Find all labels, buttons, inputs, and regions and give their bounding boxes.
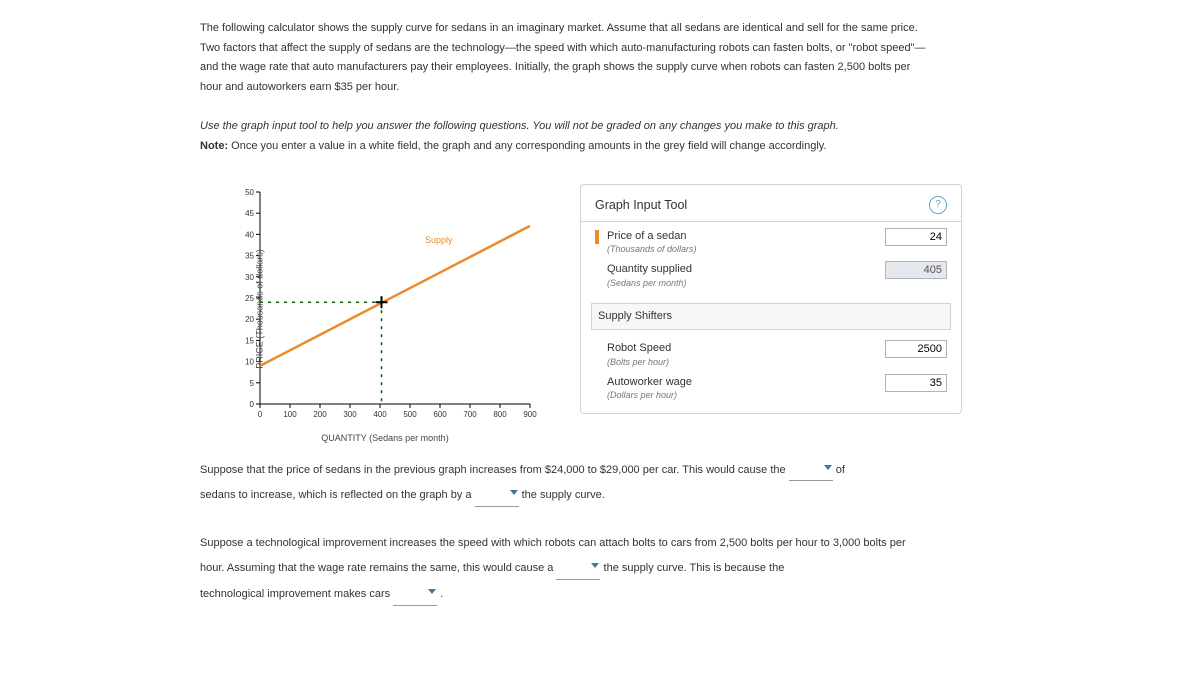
intro-line: Two factors that affect the supply of se… <box>200 40 1200 58</box>
q2-text: technological improvement makes cars <box>200 588 393 600</box>
robot-row: Robot Speed (Bolts per hour) <box>581 334 961 367</box>
q2-text: . <box>440 588 443 600</box>
graph-input-tool: Graph Input Tool ? Price of a sedan (Tho… <box>580 184 962 415</box>
quantity-sublabel: (Sedans per month) <box>607 279 877 289</box>
q1-text: of <box>836 464 845 476</box>
graph-panel: PRICE (Thousands of dollars) QUANTITY (S… <box>200 184 1200 434</box>
quantity-label: Quantity supplied <box>607 261 877 279</box>
svg-text:200: 200 <box>313 410 327 419</box>
instruct-line: Use the graph input tool to help you ans… <box>200 118 1200 136</box>
q2-text: the supply curve. This is because the <box>604 562 785 574</box>
supply-chart[interactable]: PRICE (Thousands of dollars) QUANTITY (S… <box>230 184 540 434</box>
robot-label: Robot Speed <box>607 340 877 358</box>
q1-text: sedans to increase, which is reflected o… <box>200 489 475 501</box>
svg-text:600: 600 <box>433 410 447 419</box>
wage-label: Autoworker wage <box>607 374 877 392</box>
note-label: Note: <box>200 140 228 152</box>
svg-text:400: 400 <box>373 410 387 419</box>
chart-svg[interactable]: 0510152025303540455001002003004005006007… <box>230 184 540 430</box>
quantity-output <box>885 261 947 279</box>
svg-text:0: 0 <box>250 400 255 409</box>
wage-sublabel: (Dollars per hour) <box>607 391 877 401</box>
svg-text:300: 300 <box>343 410 357 419</box>
intro-line: and the wage rate that auto manufacturer… <box>200 59 1200 77</box>
svg-text:0: 0 <box>258 410 263 419</box>
note-text: Once you enter a value in a white field,… <box>228 140 826 152</box>
price-sublabel: (Thousands of dollars) <box>607 245 877 255</box>
y-axis-label: PRICE (Thousands of dollars) <box>253 249 267 369</box>
robot-sublabel: (Bolts per hour) <box>607 358 877 368</box>
question-1: Suppose that the price of sedans in the … <box>200 460 1200 508</box>
svg-text:700: 700 <box>463 410 477 419</box>
svg-text:900: 900 <box>523 410 537 419</box>
wage-input[interactable] <box>885 374 947 392</box>
quantity-row: Quantity supplied (Sedans per month) <box>581 255 961 288</box>
q2-text: Suppose a technological improvement incr… <box>200 533 1200 554</box>
q2-text: hour. Assuming that the wage rate remain… <box>200 562 556 574</box>
svg-text:100: 100 <box>283 410 297 419</box>
wage-row: Autoworker wage (Dollars per hour) <box>581 368 961 401</box>
q2-dropdown-2[interactable] <box>393 584 437 606</box>
svg-text:45: 45 <box>245 209 254 218</box>
q2-dropdown-1[interactable] <box>556 558 600 580</box>
note-line: Note: Once you enter a value in a white … <box>200 138 1200 156</box>
intro-line: hour and autoworkers earn $35 per hour. <box>200 79 1200 97</box>
svg-text:500: 500 <box>403 410 417 419</box>
price-label: Price of a sedan <box>607 228 877 246</box>
robot-speed-input[interactable] <box>885 340 947 358</box>
spacer-icon <box>595 376 599 390</box>
question-2: Suppose a technological improvement incr… <box>200 533 1200 606</box>
svg-text:5: 5 <box>250 378 255 387</box>
price-input[interactable] <box>885 228 947 246</box>
q1-dropdown-1[interactable] <box>789 460 833 482</box>
q1-text: Suppose that the price of sedans in the … <box>200 464 789 476</box>
tool-title: Graph Input Tool <box>595 195 687 215</box>
x-axis-label: QUANTITY (Sedans per month) <box>321 431 448 445</box>
shifters-header: Supply Shifters <box>591 303 951 331</box>
series-marker-icon <box>595 230 599 244</box>
spacer-icon <box>595 342 599 356</box>
spacer-icon <box>595 263 599 277</box>
q1-dropdown-2[interactable] <box>475 485 519 507</box>
svg-text:800: 800 <box>493 410 507 419</box>
svg-text:40: 40 <box>245 230 254 239</box>
intro-line: The following calculator shows the suppl… <box>200 20 1200 38</box>
intro-text: The following calculator shows the suppl… <box>200 20 1200 96</box>
q1-text: the supply curve. <box>522 489 605 501</box>
svg-text:Supply: Supply <box>425 234 453 244</box>
instructions: Use the graph input tool to help you ans… <box>200 118 1200 155</box>
price-row: Price of a sedan (Thousands of dollars) <box>581 222 961 255</box>
svg-text:50: 50 <box>245 188 254 197</box>
help-icon[interactable]: ? <box>929 196 947 214</box>
